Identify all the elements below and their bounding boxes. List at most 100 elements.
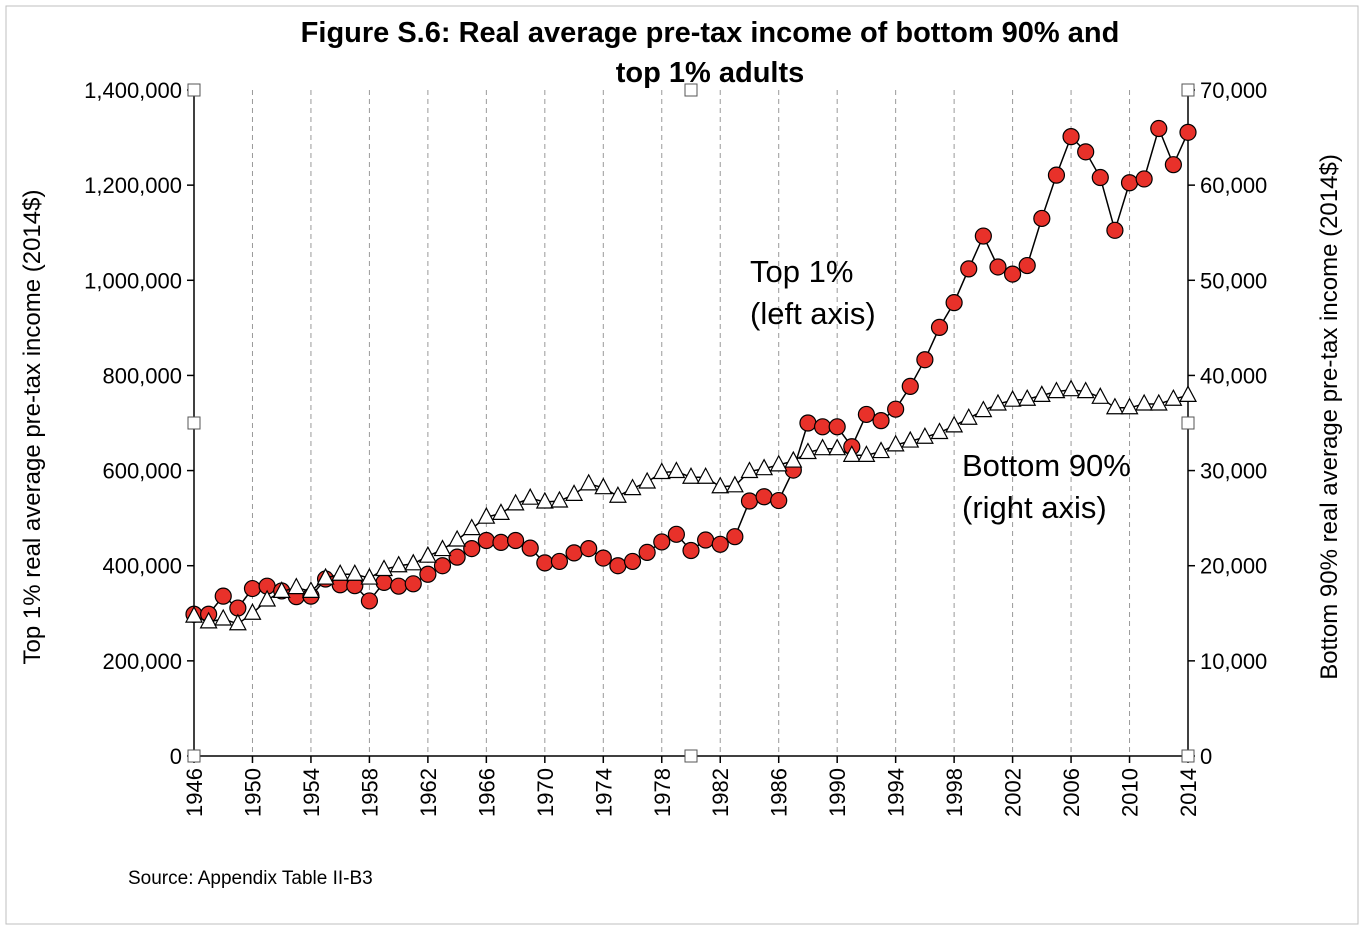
x-tick-label: 1962 bbox=[416, 768, 441, 817]
annotation-bottom90-line2: (right axis) bbox=[962, 490, 1107, 525]
data-point-top1 bbox=[609, 557, 627, 575]
right-tick-label: 70,000 bbox=[1200, 78, 1267, 103]
data-point-bottom90 bbox=[579, 473, 598, 491]
data-point-bottom90 bbox=[886, 434, 905, 452]
data-point-top1 bbox=[1077, 143, 1095, 161]
data-point-bottom90 bbox=[375, 559, 394, 577]
data-point-top1 bbox=[521, 539, 539, 557]
data-point-top1 bbox=[580, 539, 598, 558]
data-point-bottom90 bbox=[345, 564, 364, 581]
left-tick-label: 1,400,000 bbox=[84, 78, 182, 103]
left-tick-label: 600,000 bbox=[102, 459, 182, 484]
data-point-bottom90 bbox=[857, 445, 876, 462]
chart-frame bbox=[5, 5, 1359, 925]
data-point-top1 bbox=[536, 554, 554, 572]
data-point-top1 bbox=[711, 535, 729, 553]
data-point-bottom90 bbox=[608, 485, 627, 503]
series-bottom90 bbox=[185, 379, 1197, 631]
data-point-bottom90 bbox=[594, 477, 613, 495]
data-point-top1 bbox=[726, 528, 744, 546]
resize-handle[interactable] bbox=[684, 749, 698, 763]
data-point-top1 bbox=[1047, 166, 1066, 184]
data-point-bottom90 bbox=[901, 430, 920, 448]
chart-title-line2: top 1% adults bbox=[616, 57, 805, 89]
data-point-top1 bbox=[740, 492, 759, 510]
data-point-bottom90 bbox=[798, 442, 817, 460]
resize-handle[interactable] bbox=[1181, 749, 1195, 763]
annotation-top1-line2: (left axis) bbox=[750, 296, 876, 331]
x-tick-label: 1946 bbox=[182, 768, 207, 817]
resize-handle[interactable] bbox=[684, 83, 698, 97]
data-point-bottom90 bbox=[404, 553, 423, 571]
data-point-bottom90 bbox=[287, 577, 306, 595]
data-point-top1 bbox=[989, 258, 1007, 276]
x-axis-ticks: 1946 1950 1954 1958 1962 1966 1970 1974 1978 1982… bbox=[182, 756, 1201, 817]
data-point-bottom90 bbox=[872, 441, 891, 459]
data-point-top1 bbox=[463, 539, 481, 558]
data-point-bottom90 bbox=[784, 450, 803, 468]
x-tick-label: 1974 bbox=[591, 768, 616, 817]
left-tick-label: 800,000 bbox=[102, 363, 182, 388]
data-point-bottom90 bbox=[682, 466, 700, 484]
data-point-bottom90 bbox=[959, 407, 978, 425]
data-point-top1 bbox=[930, 318, 949, 336]
right-tick-label: 10,000 bbox=[1200, 649, 1267, 674]
resize-handle[interactable] bbox=[1181, 416, 1195, 430]
data-point-bottom90 bbox=[1032, 385, 1051, 403]
resize-handle[interactable] bbox=[187, 416, 201, 430]
x-tick-label: 1986 bbox=[767, 768, 792, 817]
data-point-bottom90 bbox=[1149, 393, 1168, 411]
data-point-bottom90 bbox=[272, 581, 291, 599]
x-tick-label: 2002 bbox=[1001, 768, 1026, 817]
left-tick-label: 0 bbox=[170, 744, 182, 769]
resize-handle[interactable] bbox=[1181, 83, 1195, 97]
data-point-bottom90 bbox=[1120, 397, 1139, 415]
data-point-bottom90 bbox=[711, 476, 730, 494]
x-tick-label: 1982 bbox=[708, 768, 733, 817]
data-point-top1 bbox=[390, 577, 408, 595]
data-point-bottom90 bbox=[1164, 388, 1183, 406]
annotation-bottom90-line1: Bottom 90% bbox=[962, 448, 1131, 483]
data-point-bottom90 bbox=[1076, 381, 1095, 399]
data-point-bottom90 bbox=[462, 518, 481, 536]
data-point-bottom90 bbox=[331, 564, 350, 581]
data-point-bottom90 bbox=[316, 567, 335, 585]
data-point-top1 bbox=[945, 294, 963, 312]
data-point-top1 bbox=[375, 573, 393, 591]
data-point-top1 bbox=[1003, 265, 1022, 283]
right-tick-label: 0 bbox=[1200, 744, 1212, 769]
data-point-bottom90 bbox=[1047, 381, 1066, 399]
x-tick-label: 1994 bbox=[884, 768, 909, 817]
data-point-top1 bbox=[594, 549, 612, 567]
left-tick-label: 200,000 bbox=[102, 649, 182, 674]
data-point-bottom90 bbox=[974, 400, 993, 418]
data-point-top1 bbox=[623, 552, 642, 571]
left-tick-label: 1,000,000 bbox=[84, 268, 182, 293]
data-point-bottom90 bbox=[535, 491, 554, 509]
data-point-bottom90 bbox=[258, 589, 277, 607]
resize-handle[interactable] bbox=[187, 83, 201, 97]
data-point-bottom90 bbox=[652, 462, 671, 480]
data-point-bottom90 bbox=[988, 393, 1007, 411]
data-point-bottom90 bbox=[491, 503, 510, 520]
x-tick-label: 2014 bbox=[1176, 768, 1201, 817]
right-tick-label: 40,000 bbox=[1200, 363, 1267, 388]
data-point-bottom90 bbox=[360, 567, 379, 585]
data-point-top1 bbox=[1164, 156, 1182, 174]
x-tick-label: 1970 bbox=[533, 768, 558, 817]
data-point-top1 bbox=[1106, 221, 1124, 239]
data-point-bottom90 bbox=[696, 466, 715, 484]
x-tick-label: 1954 bbox=[299, 768, 324, 817]
right-axis-title: Bottom 90% real average pre-tax income (… bbox=[1316, 154, 1343, 680]
right-tick-label: 50,000 bbox=[1200, 268, 1267, 293]
data-point-top1 bbox=[653, 533, 671, 551]
data-point-top1 bbox=[448, 548, 466, 566]
resize-handle[interactable] bbox=[187, 749, 201, 763]
series-line bbox=[194, 126, 1189, 615]
data-point-top1 bbox=[755, 488, 773, 506]
data-point-bottom90 bbox=[550, 490, 569, 508]
data-point-top1 bbox=[1033, 209, 1051, 228]
data-point-bottom90 bbox=[945, 415, 964, 433]
data-point-bottom90 bbox=[301, 581, 320, 599]
selection-handles bbox=[187, 83, 1195, 763]
